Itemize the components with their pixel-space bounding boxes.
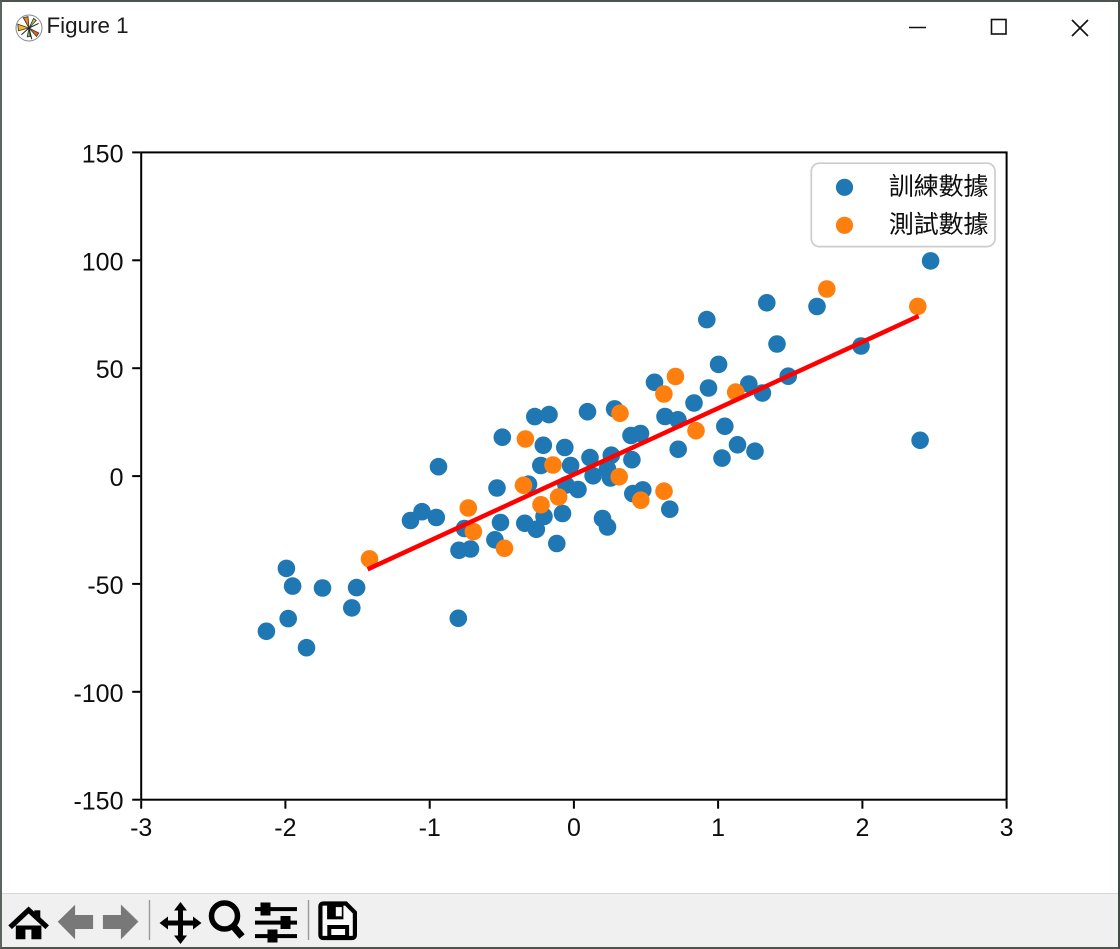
svg-text:3: 3: [1000, 814, 1014, 842]
svg-text:0: 0: [110, 464, 124, 492]
svg-text:-2: -2: [274, 814, 296, 842]
svg-text:150: 150: [82, 140, 124, 168]
svg-text:50: 50: [96, 356, 124, 384]
svg-text:-150: -150: [73, 788, 123, 816]
svg-text:100: 100: [82, 248, 124, 276]
svg-text:1: 1: [711, 814, 725, 842]
svg-text:-50: -50: [87, 572, 123, 600]
svg-text:2: 2: [855, 814, 869, 842]
svg-text:-3: -3: [130, 814, 152, 842]
svg-text:-100: -100: [73, 680, 123, 708]
svg-text:0: 0: [567, 814, 581, 842]
svg-text:-1: -1: [419, 814, 441, 842]
